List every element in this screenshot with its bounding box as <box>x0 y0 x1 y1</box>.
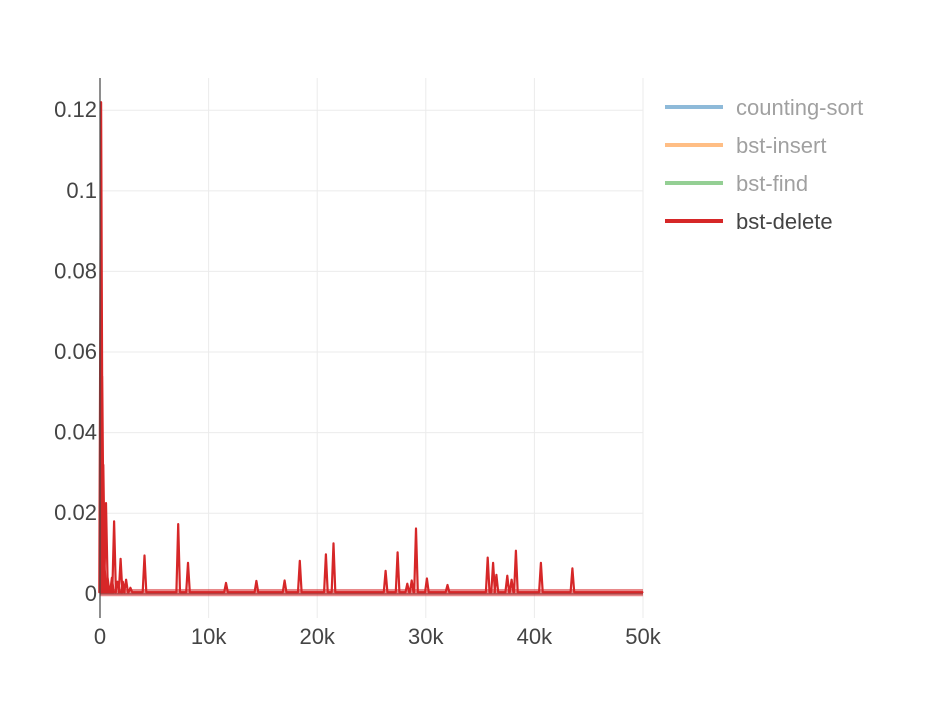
data-point <box>122 581 124 583</box>
data-point <box>325 553 327 555</box>
y-tick-label: 0.06 <box>54 339 97 364</box>
data-point <box>332 542 335 545</box>
plot-area <box>98 101 644 597</box>
x-tick-label: 20k <box>299 624 335 649</box>
legend-item-bst-insert[interactable]: bst-insert <box>665 133 826 158</box>
legend-label: bst-insert <box>736 133 826 158</box>
data-point <box>396 551 399 553</box>
data-point <box>487 556 489 559</box>
data-point <box>125 579 127 581</box>
x-tick-label: 10k <box>191 624 227 649</box>
y-tick-label: 0.02 <box>54 500 97 525</box>
legend-label: bst-find <box>736 171 808 196</box>
x-tick-label: 30k <box>408 624 444 649</box>
y-tick-label: 0.04 <box>54 420 97 445</box>
data-point <box>406 583 408 585</box>
data-point <box>506 575 508 577</box>
data-point <box>571 567 574 570</box>
legend-item-bst-delete[interactable]: bst-delete <box>665 209 833 234</box>
y-tick-label: 0.12 <box>54 97 97 122</box>
data-point <box>116 581 118 583</box>
data-point <box>120 558 122 560</box>
legend-item-bst-find[interactable]: bst-find <box>665 171 808 196</box>
plot-background <box>100 78 643 618</box>
series-noise-band <box>100 588 643 597</box>
data-point <box>101 375 103 377</box>
data-point <box>109 587 111 589</box>
data-point <box>103 560 105 563</box>
data-point <box>299 560 301 562</box>
data-point <box>255 580 257 582</box>
data-point <box>510 579 513 581</box>
x-tick-label: 0 <box>94 624 106 649</box>
legend-label: bst-delete <box>736 209 833 234</box>
y-tick-label: 0.08 <box>54 258 97 283</box>
data-point <box>100 101 102 103</box>
data-point <box>411 579 413 582</box>
legend: counting-sort bst-insert bst-find bst-delet… <box>665 95 863 234</box>
data-point <box>143 554 146 557</box>
data-point <box>177 523 179 525</box>
x-tick-label: 50k <box>625 624 661 649</box>
data-point <box>225 582 227 584</box>
legend-label: counting-sort <box>736 95 863 120</box>
data-point <box>187 562 189 564</box>
data-point <box>446 584 449 586</box>
data-point <box>495 574 497 576</box>
data-point <box>129 587 132 589</box>
data-point <box>642 591 644 593</box>
data-point <box>113 520 115 522</box>
data-point <box>426 577 428 580</box>
data-point <box>111 577 113 579</box>
data-point <box>385 570 387 572</box>
data-point <box>492 562 494 564</box>
y-tick-label: 0 <box>85 581 97 606</box>
data-point <box>540 562 542 564</box>
x-tick-label: 40k <box>517 624 553 649</box>
data-point <box>105 502 107 504</box>
data-point <box>515 550 517 552</box>
axes: 0 0.02 0.04 0.06 0.08 0.1 0.12 0 10k 20k 30k 40k 50k <box>54 78 662 649</box>
data-point <box>284 579 286 582</box>
data-point <box>107 577 109 579</box>
y-tick-label: 0.1 <box>66 178 97 203</box>
data-point <box>415 527 417 530</box>
data-point <box>102 464 104 466</box>
legend-item-counting-sort[interactable]: counting-sort <box>665 95 863 120</box>
